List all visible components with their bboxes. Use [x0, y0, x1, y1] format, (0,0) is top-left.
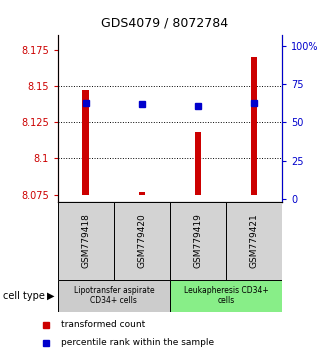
Text: percentile rank within the sample: percentile rank within the sample [60, 338, 214, 347]
Bar [170, 202, 226, 280]
Bar [82, 90, 89, 195]
Bar [58, 280, 170, 312]
Bar [58, 202, 114, 280]
Text: GSM779421: GSM779421 [249, 213, 259, 268]
Text: transformed count: transformed count [60, 320, 145, 329]
Text: Leukapheresis CD34+
cells: Leukapheresis CD34+ cells [184, 286, 268, 305]
Text: GSM779420: GSM779420 [137, 213, 147, 268]
Text: Lipotransfer aspirate
CD34+ cells: Lipotransfer aspirate CD34+ cells [74, 286, 154, 305]
Bar [170, 280, 282, 312]
Text: GDS4079 / 8072784: GDS4079 / 8072784 [101, 17, 229, 29]
Text: GSM779418: GSM779418 [81, 213, 90, 268]
Text: ▶: ▶ [48, 291, 55, 301]
Bar [114, 202, 170, 280]
Bar [139, 192, 145, 195]
Bar [195, 132, 201, 195]
Text: cell type: cell type [3, 291, 45, 301]
Bar [251, 57, 257, 195]
Bar [226, 202, 282, 280]
Text: GSM779419: GSM779419 [193, 213, 203, 268]
